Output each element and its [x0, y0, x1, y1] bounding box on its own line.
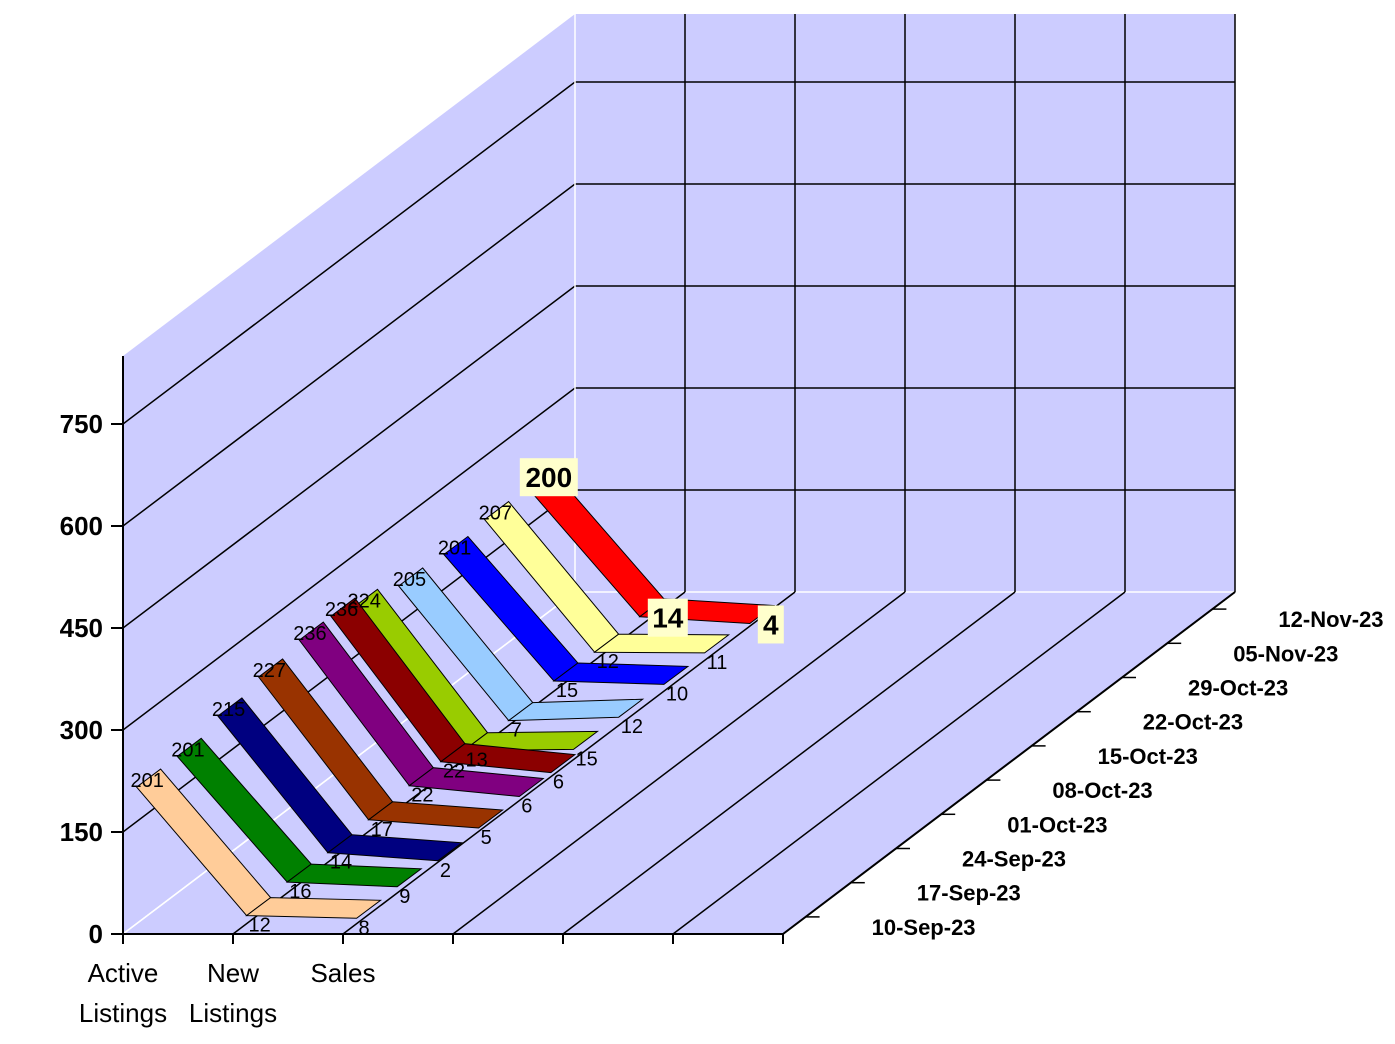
series-ribbon-6	[352, 588, 600, 752]
series-ribbon-1	[176, 737, 423, 888]
value-label: 13	[466, 750, 488, 772]
y-tick-label: 450	[60, 613, 103, 643]
series-segment	[367, 801, 504, 829]
value-label: 8	[359, 917, 370, 939]
depth-label: 05-Nov-23	[1233, 641, 1338, 666]
y-tick-label: 600	[60, 511, 103, 541]
depth-axis	[782, 591, 1236, 935]
value-label: 201	[131, 770, 164, 792]
grid-line-floor	[452, 591, 906, 935]
series-segment	[439, 743, 577, 774]
y-tick-label: 300	[60, 715, 103, 745]
category-label: Active	[88, 958, 159, 988]
depth-label: 10-Sep-23	[872, 915, 976, 940]
chart-labels: 0 150 300 450 600 750 Active Listings New Listing…	[60, 409, 1384, 1028]
value-label: 207	[479, 503, 512, 525]
series-segment	[245, 897, 383, 919]
value-label: 9	[399, 886, 410, 908]
category-label: New	[207, 958, 259, 988]
series-ribbon-2	[217, 697, 464, 862]
y-tick-label: 750	[60, 409, 103, 439]
chart-axes	[111, 356, 1236, 944]
y-tick-label: 150	[60, 817, 103, 847]
value-label: 12	[621, 716, 643, 738]
value-label: 236	[293, 623, 326, 645]
depth-label: 15-Oct-23	[1098, 744, 1198, 769]
value-label: 7	[511, 720, 522, 742]
value-label: 4	[763, 609, 779, 640]
series-ribbon-9	[483, 500, 731, 654]
value-label: 236	[325, 599, 358, 621]
grid-line-floor	[562, 591, 1016, 935]
depth-label: 12-Nov-23	[1278, 607, 1383, 632]
value-label: 12	[249, 915, 271, 937]
value-label: 205	[393, 569, 426, 591]
value-label: 2	[440, 860, 451, 882]
value-label: 11	[707, 652, 728, 674]
series-ribbon-5	[330, 597, 577, 774]
series-ribbon-8	[443, 535, 690, 685]
series-ribbon-4	[298, 621, 545, 798]
depth-label: 01-Oct-23	[1007, 812, 1107, 837]
value-label: 22	[443, 761, 465, 783]
series-ribbon-7	[397, 567, 645, 722]
value-label: 22	[411, 785, 433, 807]
value-label: 10	[666, 683, 688, 705]
series-segment	[552, 662, 690, 685]
value-label: 17	[371, 819, 393, 841]
series-segment	[507, 698, 645, 722]
category-label: Sales	[310, 958, 375, 988]
grid-line-floor	[342, 591, 796, 935]
value-label: 5	[481, 827, 492, 849]
depth-label: 24-Sep-23	[962, 847, 1066, 872]
value-label: 201	[171, 739, 204, 761]
value-label: 215	[212, 699, 245, 721]
depth-label: 08-Oct-23	[1052, 778, 1152, 803]
value-label-box	[757, 605, 784, 644]
value-label: 227	[253, 660, 286, 682]
category-label: Listings	[189, 998, 277, 1028]
y-tick-label: 0	[89, 919, 103, 949]
value-label: 14	[652, 603, 684, 634]
value-label-box	[647, 598, 688, 637]
value-label-box	[519, 458, 578, 497]
depth-label: 22-Oct-23	[1143, 710, 1243, 735]
chart-series	[135, 471, 776, 919]
series-segment	[593, 633, 731, 654]
series-ribbon-0	[135, 768, 383, 919]
series-segment	[407, 767, 545, 798]
series-segment	[285, 863, 423, 888]
depth-label: 29-Oct-23	[1188, 676, 1288, 701]
grid-line-floor	[672, 591, 1126, 935]
value-label: 201	[438, 538, 471, 560]
series-segment	[461, 730, 600, 752]
series-ribbon-3	[257, 658, 504, 829]
value-label: 16	[289, 881, 311, 903]
value-label: 14	[330, 852, 352, 874]
value-label: 15	[556, 680, 578, 702]
value-label: 12	[597, 651, 619, 673]
series-segment	[326, 834, 464, 862]
value-label: 6	[521, 796, 532, 818]
value-label: 15	[576, 748, 598, 770]
depth-label: 17-Sep-23	[917, 881, 1021, 906]
value-label: 200	[525, 462, 572, 493]
value-label: 6	[553, 772, 564, 794]
value-label: 224	[348, 590, 381, 612]
category-label: Listings	[79, 998, 167, 1028]
